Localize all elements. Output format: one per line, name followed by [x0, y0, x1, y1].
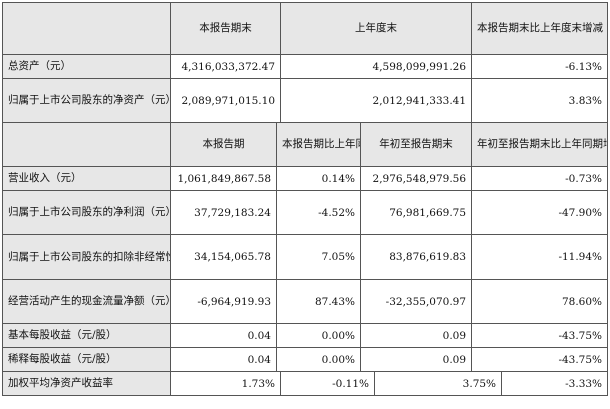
- cell-change: -6.13%: [471, 54, 609, 79]
- cell-period: 37,729,183.24: [170, 190, 277, 235]
- cell-ytd-change: -11.94%: [471, 234, 609, 280]
- cell-ytd-change: -47.90%: [471, 190, 609, 235]
- table-row: 归属于上市公司股东的净资产（元） 2,089,971,015.10 2,012,…: [2, 78, 609, 123]
- corner-cell: [2, 2, 171, 55]
- header-ytd-change: 年初至报告期末比上年同期增减: [471, 122, 609, 167]
- row-label: 基本每股收益（元/股）: [2, 323, 171, 348]
- financial-table: 本报告期末 上年度末 本报告期末比上年度末增减 总资产（元） 4,316,033…: [2, 2, 609, 396]
- cell-ytd: -32,355,070.97: [359, 279, 473, 324]
- table-row: 稀释每股收益（元/股） 0.04 0.00% 0.09 -43.75%: [2, 347, 609, 372]
- cell-change: 3.83%: [471, 78, 609, 123]
- cell-ytd-change: -0.73%: [471, 166, 609, 191]
- header-current-end: 本报告期末: [170, 2, 281, 55]
- cell-current: 2,089,971,015.10: [170, 78, 281, 123]
- cell-period: -6,964,919.93: [170, 279, 277, 324]
- cell-period-change: 0.00%: [276, 347, 361, 372]
- header-ytd: 年初至报告期末: [359, 122, 473, 167]
- cell-ytd: 83,876,619.83: [359, 234, 473, 280]
- cell-period-change: 87.43%: [276, 279, 361, 324]
- cell-period: 1,061,849,867.58: [170, 166, 277, 191]
- cell-period-change: 0.00%: [276, 323, 361, 348]
- row-label: 归属于上市公司股东的净资产（元）: [2, 78, 171, 123]
- cell-ytd: 0.09: [359, 347, 473, 372]
- cell-ytd: 2,976,548,979.56: [359, 166, 473, 191]
- cell-last: 2,012,941,333.41: [279, 78, 473, 123]
- table-row: 归属于上市公司股东的净利润（元） 37,729,183.24 -4.52% 76…: [2, 190, 609, 235]
- cell-period: 1.73%: [170, 371, 281, 396]
- corner-cell: [2, 122, 171, 167]
- cell-ytd-change: 78.60%: [471, 279, 609, 324]
- row-label: 归属于上市公司股东的净利润（元）: [2, 190, 171, 235]
- row-label: 总资产（元）: [2, 54, 171, 79]
- row-label: 稀释每股收益（元/股）: [2, 347, 171, 372]
- table-row: 经营活动产生的现金流量净额（元） -6,964,919.93 87.43% -3…: [2, 279, 609, 324]
- cell-period: 34,154,065.78: [170, 234, 277, 280]
- header-period-change: 本报告期比上年同期增减: [276, 122, 361, 167]
- row-label: 营业收入（元）: [2, 166, 171, 191]
- cell-period-change: 0.14%: [276, 166, 361, 191]
- cell-ytd-change: -3.33%: [501, 371, 609, 396]
- cell-period-change: -0.11%: [280, 371, 375, 396]
- cell-period: 0.04: [170, 347, 277, 372]
- cell-current: 4,316,033,372.47: [170, 54, 281, 79]
- row-label: 加权平均净资产收益率: [2, 371, 171, 396]
- row-label: 经营活动产生的现金流量净额（元）: [2, 279, 171, 324]
- cell-period: 0.04: [170, 323, 277, 348]
- table-row: 加权平均净资产收益率 1.73% -0.11% 3.75% -3.33%: [2, 371, 609, 396]
- top-header-row: 本报告期末 上年度末 本报告期末比上年度末增减: [2, 2, 609, 55]
- second-header-row: 本报告期 本报告期比上年同期增减 年初至报告期末 年初至报告期末比上年同期增减: [2, 122, 609, 167]
- cell-period-change: 7.05%: [276, 234, 361, 280]
- cell-period-change: -4.52%: [276, 190, 361, 235]
- cell-ytd-change: -43.75%: [471, 347, 609, 372]
- header-last-year-end: 上年度末: [279, 2, 473, 55]
- cell-ytd: 3.75%: [373, 371, 503, 396]
- header-period: 本报告期: [170, 122, 277, 167]
- cell-ytd: 76,981,669.75: [359, 190, 473, 235]
- table-row: 基本每股收益（元/股） 0.04 0.00% 0.09 -43.75%: [2, 323, 609, 348]
- cell-ytd-change: -43.75%: [471, 323, 609, 348]
- cell-ytd: 0.09: [359, 323, 473, 348]
- table-row: 总资产（元） 4,316,033,372.47 4,598,099,991.26…: [2, 54, 609, 79]
- cell-last: 4,598,099,991.26: [279, 54, 473, 79]
- row-label: 归属于上市公司股东的扣除非经常性损益的净利润（元）: [2, 234, 171, 280]
- header-change: 本报告期末比上年度末增减: [471, 2, 609, 55]
- table-row: 归属于上市公司股东的扣除非经常性损益的净利润（元） 34,154,065.78 …: [2, 234, 609, 280]
- table-row: 营业收入（元） 1,061,849,867.58 0.14% 2,976,548…: [2, 166, 609, 191]
